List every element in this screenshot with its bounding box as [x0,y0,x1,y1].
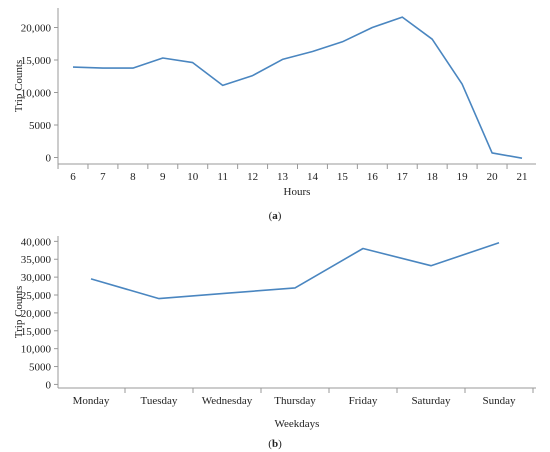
panel-label: (a) [269,210,282,222]
y-tick-label: 15,000 [21,55,52,67]
y-axis-title: Trip Counts [13,286,25,338]
x-tick-label: Thursday [274,395,316,407]
chart-panel-a: 0 5000 10,000 15,000 20,000 6 7 8 9 10 11 12 13 14 15 1… [13,8,536,222]
series-line [72,16,523,159]
x-tick-label: 21 [517,171,528,183]
y-tick-label: 25,000 [21,290,52,302]
x-tick-label: 17 [397,171,409,183]
x-tick-label: 18 [427,171,439,183]
y-tick-label: 20,000 [21,23,52,35]
y-tick-label: 0 [46,153,52,165]
x-tick-label: Tuesday [141,395,178,407]
x-tick-label: 8 [130,171,136,183]
y-axis-title: Trip Counts [13,60,25,112]
panel-label: (b) [268,438,282,450]
x-tick-label: 6 [70,171,76,183]
x-tick-label: 20 [487,171,499,183]
y-tick-label: 20,000 [21,308,52,320]
y-tick-label: 10,000 [21,88,52,100]
x-tick-label: Friday [349,395,378,407]
x-tick-label: Saturday [411,395,451,407]
y-tick-label: 0 [46,379,52,391]
series-line [90,242,500,300]
x-tick-label: 15 [337,171,349,183]
x-tick-label: 7 [100,171,106,183]
y-tick-label: 35,000 [21,254,52,266]
x-tick-label: Wednesday [202,395,253,407]
y-tick-label: 5000 [29,362,52,374]
chart-panel-b: 0 5000 10,000 15,000 20,000 25,000 30,000 35,00… [13,236,536,450]
y-tick-label: 10,000 [21,344,52,356]
x-tick-label: 10 [187,171,199,183]
x-tick-label: 16 [367,171,379,183]
x-tick-label: Sunday [483,395,517,407]
y-tick-label: 30,000 [21,272,52,284]
y-tick-label: 40,000 [21,236,52,248]
x-tick-label: 11 [217,171,228,183]
x-tick-label: 19 [457,171,469,183]
x-tick-label: 12 [247,171,258,183]
x-tick-label: 14 [307,171,319,183]
x-tick-label: Monday [73,395,110,407]
x-tick-label: 13 [277,171,289,183]
x-tick-label: 9 [160,171,166,183]
y-tick-label: 15,000 [21,326,52,338]
x-axis-title: Hours [284,186,311,198]
x-axis-title: Weekdays [275,418,320,430]
y-tick-label: 5000 [29,120,52,132]
